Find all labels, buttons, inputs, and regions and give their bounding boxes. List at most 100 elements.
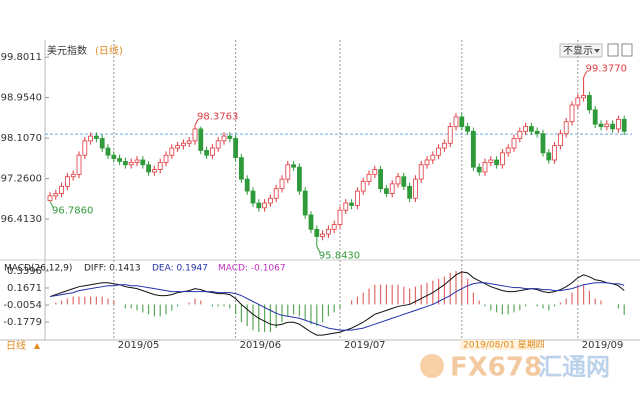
candle-body [233, 138, 239, 159]
candle-body [401, 176, 407, 187]
candle-body [430, 154, 436, 161]
annotation-leader [316, 246, 321, 253]
candle-body [343, 202, 349, 211]
candle-body [499, 152, 505, 166]
annotation-label: 99.3770 [586, 63, 627, 74]
candle-body [157, 161, 163, 170]
candle-body [47, 195, 53, 202]
candle-body [308, 214, 314, 230]
annotation-label: 95.8430 [319, 250, 360, 261]
candle-body [470, 130, 476, 168]
candle-body [59, 185, 64, 194]
y-tick-label: 98.9540 [1, 93, 42, 104]
settings-icon[interactable] [621, 43, 633, 57]
candle-body [70, 173, 76, 178]
candle-body [407, 185, 413, 199]
crosshair-label: 2019/08/01 星期四 [463, 340, 545, 351]
annotation-label: 96.7860 [52, 205, 93, 216]
candle-body [337, 209, 343, 225]
candle-body [587, 95, 592, 111]
candle-body [111, 154, 117, 159]
candle-body [204, 150, 210, 156]
candle-body [227, 135, 233, 139]
candle-body [76, 154, 82, 175]
candle-body [175, 145, 181, 149]
watermark: FX678 [450, 353, 542, 383]
candle-body [540, 133, 546, 154]
candle-body [354, 190, 360, 206]
y-tick-label: 0.1671 [7, 283, 42, 294]
candle-body [267, 197, 273, 204]
crosshair-label-bg [460, 340, 542, 350]
annotation-leader [49, 201, 54, 208]
candle-body [94, 135, 99, 139]
candle-body [291, 164, 297, 168]
candle-body [320, 233, 326, 237]
period-arrow [34, 343, 40, 349]
candle-body [325, 228, 331, 235]
candle-body [511, 138, 517, 149]
candle-body [349, 202, 355, 206]
candle-body [314, 228, 320, 237]
zoom-icon[interactable] [607, 43, 619, 57]
candle-body [418, 164, 424, 180]
candle-body [53, 193, 59, 197]
dropdown-arrow [594, 49, 600, 53]
candle-body [215, 140, 221, 149]
x-tick-label: 2019/06 [240, 340, 282, 351]
candle-body [88, 135, 93, 142]
candle-body [169, 147, 175, 156]
candle-body [366, 173, 372, 182]
candle-body [134, 159, 140, 163]
candle-body [494, 159, 500, 166]
candle-body [482, 161, 488, 173]
candle-body [534, 130, 540, 135]
candle-body [198, 128, 204, 151]
candle-body [592, 109, 598, 125]
candle-body [383, 188, 389, 194]
candle-body [505, 147, 511, 154]
candle-body [238, 157, 244, 180]
legend-entry: MACD: -0.1067 [218, 264, 286, 274]
candle-body [262, 202, 268, 209]
candle-body [523, 126, 528, 132]
candle-body [453, 116, 459, 127]
display-menu[interactable] [559, 43, 603, 58]
candle-body [279, 178, 285, 190]
period-button[interactable]: 日线 [6, 339, 26, 352]
y-tick-label: 98.1070 [1, 133, 42, 144]
candle-body [146, 164, 152, 173]
candle-body [65, 176, 70, 187]
candle-body [552, 145, 557, 161]
candle-body [529, 126, 534, 132]
y-tick-label: 96.4130 [1, 214, 42, 225]
candle-body [372, 169, 378, 175]
legend-entry: DIFF: 0.1413 [84, 264, 141, 274]
candle-body [604, 123, 610, 127]
candle-body [412, 178, 418, 199]
chart-subtitle: (日线) [95, 44, 123, 57]
candle-body [424, 159, 430, 166]
candle-body [163, 154, 169, 163]
y-tick-label: 0.3396 [7, 266, 42, 277]
candle-body [621, 118, 627, 132]
candle-body [82, 140, 88, 156]
display-menu-label: 不显示 [563, 45, 593, 57]
candle-body [105, 147, 111, 156]
candle-body [128, 161, 134, 166]
candle-body [273, 188, 279, 199]
candle-body [389, 183, 395, 194]
candle-body [209, 147, 215, 156]
candle-body [558, 133, 563, 147]
candle-body [256, 202, 262, 209]
y-tick-label: -0.0054 [3, 300, 42, 311]
candle-body [186, 140, 192, 144]
legend-entry: MACD(26,12,9) [4, 264, 72, 274]
x-tick-label: 2019/05 [118, 340, 160, 351]
candle-body [302, 190, 308, 216]
legend-entry: DEA: 0.1947 [152, 264, 208, 274]
candle-body [546, 152, 552, 161]
candle-body [296, 166, 302, 192]
candle-body [395, 176, 401, 185]
candle-body [331, 224, 337, 230]
